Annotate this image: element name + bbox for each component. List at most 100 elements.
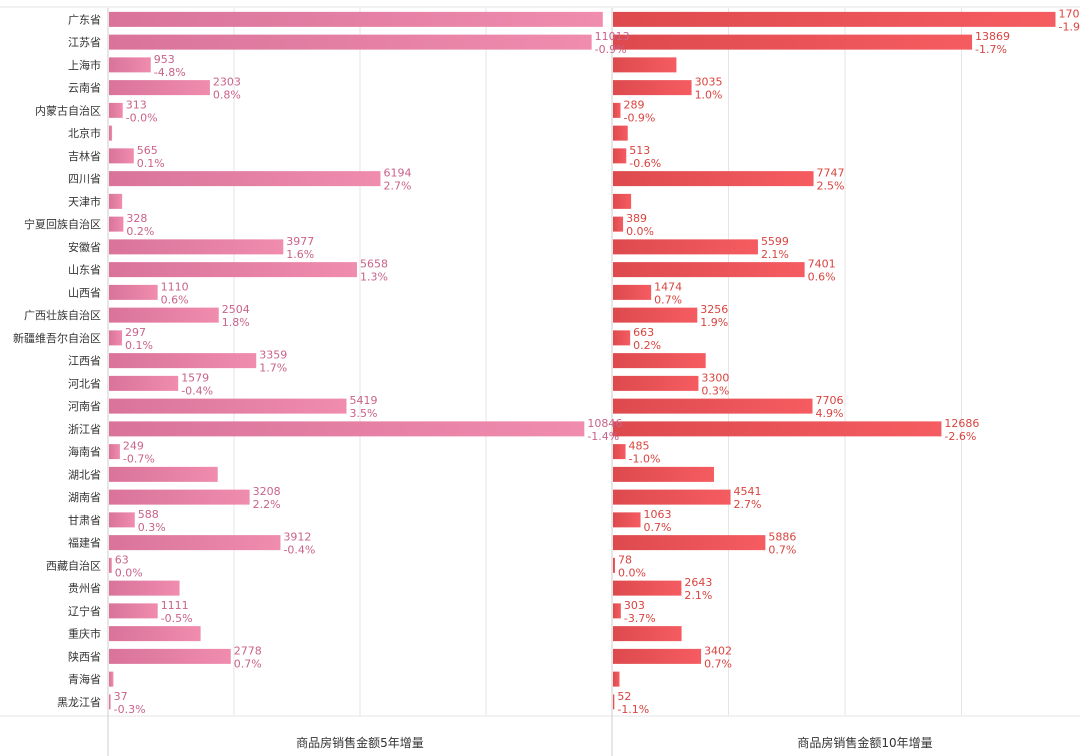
right-value-label: 12686 xyxy=(944,417,979,430)
left-bar xyxy=(109,11,603,27)
right-pct-label: 0.0% xyxy=(626,225,654,238)
right-bar xyxy=(613,307,698,323)
category-label: 宁夏回族自治区 xyxy=(24,217,101,231)
right-bar xyxy=(613,489,731,505)
category-label: 福建省 xyxy=(68,536,101,550)
left-value-label: 3359 xyxy=(259,349,287,362)
left-pct-label: -0.3% xyxy=(114,703,146,716)
left-pct-label: 1.6% xyxy=(286,248,314,261)
left-bar xyxy=(109,171,381,187)
right-value-label: 1063 xyxy=(644,508,672,521)
left-bar xyxy=(109,694,111,710)
left-pct-label: -0.9% xyxy=(595,43,627,56)
right-value-label: 303 xyxy=(624,599,645,612)
right-pct-label: -3.7% xyxy=(624,612,656,625)
left-pct-label: -0.5% xyxy=(161,612,193,625)
right-value-label: 13869 xyxy=(975,30,1010,43)
left-bar xyxy=(109,535,281,551)
left-bar xyxy=(109,34,592,50)
left-bar xyxy=(109,353,257,369)
left-value-label: 3912 xyxy=(283,531,311,544)
right-value-label: 4541 xyxy=(734,485,762,498)
right-bar xyxy=(613,125,628,141)
right-bar xyxy=(613,34,973,50)
category-label: 河北省 xyxy=(68,377,101,390)
left-pct-label: -0.0% xyxy=(126,111,158,124)
right-pct-label: 2.7% xyxy=(734,498,762,511)
right-bar xyxy=(613,239,758,255)
right-value-label: 7401 xyxy=(808,258,836,271)
right-pct-label: 0.7% xyxy=(654,293,682,306)
right-value-label: 3300 xyxy=(701,371,729,384)
right-value-label: 7747 xyxy=(817,167,845,180)
left-bar xyxy=(109,512,135,528)
category-label: 四川省 xyxy=(68,173,101,186)
left-bar xyxy=(109,648,231,664)
right-bar xyxy=(613,353,706,369)
left-bar xyxy=(109,262,357,278)
left-bar xyxy=(109,671,114,687)
left-bar xyxy=(109,239,284,255)
x-axis-title-right: 商品房销售金额10年增量 xyxy=(797,735,932,750)
left-pct-label: 1.3% xyxy=(360,271,388,284)
right-value-label: 663 xyxy=(633,326,654,339)
category-label: 新疆维吾尔自治区 xyxy=(13,331,101,345)
right-bar xyxy=(613,102,621,118)
left-bar xyxy=(109,57,151,73)
left-value-label: 297 xyxy=(125,326,146,339)
right-value-label: 5886 xyxy=(768,531,796,544)
left-value-label: 249 xyxy=(123,440,144,453)
right-pct-label: -0.9% xyxy=(623,111,655,124)
left-bar xyxy=(109,216,124,232)
category-label: 山东省 xyxy=(68,264,101,277)
category-label: 内蒙古自治区 xyxy=(35,103,101,117)
category-label: 辽宁省 xyxy=(68,604,101,618)
data-labels: 11013-0.9%953-4.8%23030.8%313-0.0%5650.1… xyxy=(114,7,1080,716)
left-value-label: 328 xyxy=(126,212,147,225)
right-pct-label: 2.1% xyxy=(761,248,789,261)
left-bar xyxy=(109,444,120,460)
left-bar xyxy=(109,375,179,391)
left-pct-label: 0.8% xyxy=(213,89,241,102)
right-pct-label: 2.5% xyxy=(817,180,845,193)
right-pct-label: 0.7% xyxy=(768,544,796,557)
right-bar xyxy=(613,648,702,664)
left-pct-label: 2.2% xyxy=(253,498,281,511)
left-bar xyxy=(109,80,210,96)
left-value-label: 6194 xyxy=(383,167,411,180)
left-value-label: 63 xyxy=(115,553,129,566)
left-bar xyxy=(109,626,201,642)
left-value-label: 953 xyxy=(154,53,175,66)
left-pct-label: 0.1% xyxy=(125,339,153,352)
right-bar xyxy=(613,603,621,619)
right-pct-label: -1.9% xyxy=(1058,20,1080,33)
right-bar xyxy=(613,398,813,414)
right-value-label: 513 xyxy=(629,144,650,157)
left-value-label: 313 xyxy=(126,98,147,111)
x-axis-title-left: 商品房销售金额5年增量 xyxy=(296,735,424,750)
left-value-label: 2303 xyxy=(213,76,241,89)
left-bar xyxy=(109,421,585,437)
left-value-label: 2778 xyxy=(234,644,262,657)
left-bar xyxy=(109,580,180,596)
category-label: 江苏省 xyxy=(68,36,101,49)
right-value-label: 52 xyxy=(617,690,631,703)
right-bar xyxy=(613,535,766,551)
category-label: 江西省 xyxy=(68,355,101,368)
right-value-label: 389 xyxy=(626,212,647,225)
left-bar xyxy=(109,466,218,482)
left-pct-label: 0.2% xyxy=(126,225,154,238)
right-pct-label: 2.1% xyxy=(684,589,712,602)
left-pct-label: 0.1% xyxy=(137,157,165,170)
right-pct-label: -0.6% xyxy=(629,157,661,170)
right-pct-label: 0.0% xyxy=(618,566,646,579)
right-bar xyxy=(613,444,626,460)
right-bar xyxy=(613,284,652,300)
left-value-label: 5658 xyxy=(360,258,388,271)
left-value-label: 11013 xyxy=(595,30,630,43)
left-pct-label: 2.7% xyxy=(383,180,411,193)
left-pct-label: 3.5% xyxy=(349,407,377,420)
left-value-label: 2504 xyxy=(222,303,250,316)
left-pct-label: -0.4% xyxy=(181,384,213,397)
category-label: 湖北省 xyxy=(68,468,101,481)
